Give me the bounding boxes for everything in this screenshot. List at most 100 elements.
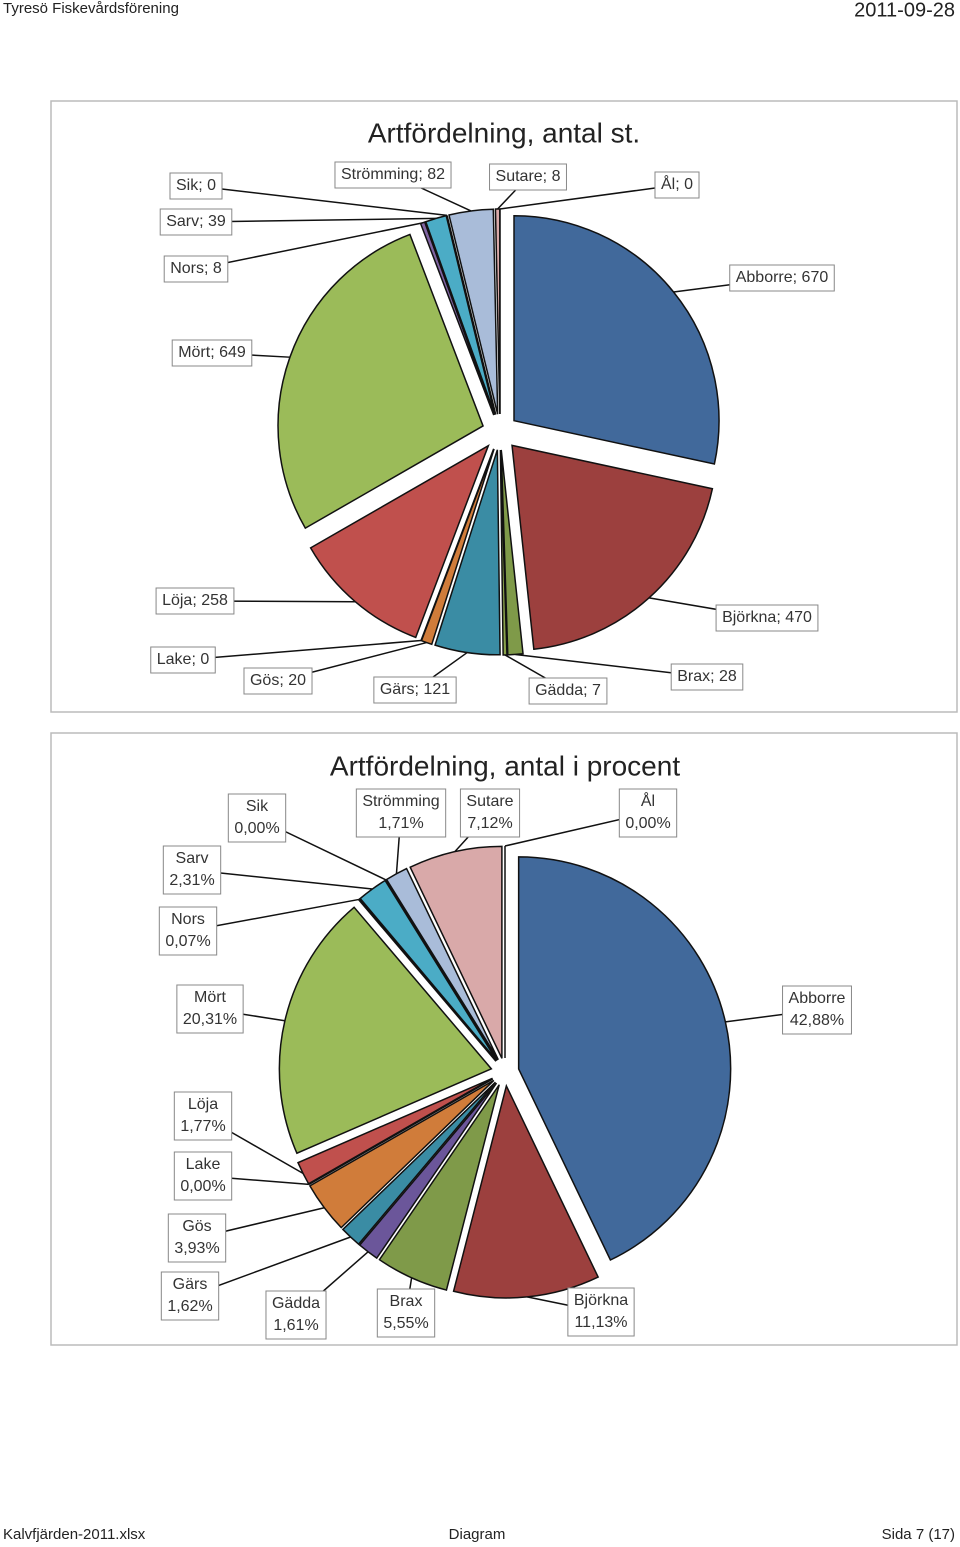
- label-box: [162, 845, 222, 895]
- header-right: 2011-09-28: [854, 0, 955, 21]
- category-label: Sik: [246, 798, 269, 815]
- category-label: Gädda: [272, 1295, 320, 1312]
- pie-slice: [341, 1081, 497, 1246]
- category-label: Abborre: [789, 990, 846, 1007]
- pie-slice: [308, 1079, 495, 1229]
- data-label: Lake 0,00%: [173, 1151, 233, 1201]
- value-label: Strömming; 82: [341, 166, 445, 183]
- label-box: [376, 1288, 436, 1338]
- category-label: Gärs: [173, 1276, 208, 1293]
- data-label: Gös 3,93%: [167, 1213, 227, 1263]
- data-label: Löja; 258: [155, 587, 235, 615]
- category-label: Mört: [194, 989, 227, 1006]
- data-label: Ål; 0: [654, 171, 700, 199]
- value-label: Mört; 649: [178, 344, 246, 361]
- data-label: Abborre 42,88%: [782, 985, 852, 1035]
- data-label: Nors 0,07%: [158, 906, 218, 956]
- value-label: 1,62%: [167, 1298, 212, 1315]
- pie-slice: [419, 221, 495, 416]
- pie-slice: [359, 879, 498, 1062]
- pie-slice: [511, 444, 714, 651]
- value-label: Björkna; 470: [722, 609, 812, 626]
- value-label: Sarv; 39: [166, 213, 226, 230]
- data-label: Ål 0,00%: [618, 788, 678, 838]
- data-label: Sarv; 39: [159, 208, 233, 236]
- pie-slice: [378, 1084, 500, 1291]
- label-box: [160, 1271, 220, 1321]
- value-label: 1,61%: [273, 1317, 318, 1334]
- category-label: Strömming: [362, 793, 439, 810]
- label-box: [169, 172, 223, 200]
- pie-slice: [499, 449, 508, 656]
- label-box: [227, 793, 287, 843]
- label-box: [373, 676, 457, 704]
- label-box: [159, 208, 233, 236]
- pie-slice: [500, 449, 524, 656]
- data-label: Sarv 2,31%: [162, 845, 222, 895]
- label-box: [459, 788, 521, 838]
- pie-slice: [297, 1077, 493, 1185]
- category-label: Lake: [186, 1156, 221, 1173]
- data-label: Björkna; 470: [715, 604, 819, 632]
- leader-line: [195, 217, 436, 223]
- value-label: Gärs; 121: [380, 681, 450, 698]
- label-box: [176, 984, 244, 1034]
- data-label: Mört; 649: [171, 339, 253, 367]
- value-label: 0,00%: [625, 815, 670, 832]
- leader-line: [499, 184, 678, 210]
- category-label: Sutare: [466, 793, 513, 810]
- pie-slice: [358, 1082, 498, 1260]
- label-box: [265, 1290, 327, 1340]
- leader-line: [195, 222, 423, 270]
- pie-slice: [517, 856, 732, 1262]
- value-label: 1,71%: [378, 815, 423, 832]
- value-label: Sutare; 8: [496, 168, 561, 185]
- pie-slice: [434, 449, 501, 656]
- data-label: Brax; 28: [670, 663, 744, 691]
- label-box: [715, 604, 819, 632]
- data-label: Gös; 20: [243, 667, 313, 695]
- pie: [278, 845, 732, 1299]
- data-label: Brax 5,55%: [376, 1288, 436, 1338]
- footer-center: Diagram: [449, 1526, 506, 1543]
- category-label: Ål: [641, 791, 655, 810]
- label-box: [150, 646, 216, 674]
- value-label: Sik; 0: [176, 177, 216, 194]
- label-box: [243, 667, 313, 695]
- value-label: 3,93%: [174, 1240, 219, 1257]
- category-label: Sarv: [176, 850, 209, 867]
- category-label: Gös: [182, 1218, 211, 1235]
- value-label: 0,00%: [234, 820, 279, 837]
- value-label: 5,55%: [383, 1315, 428, 1332]
- pie-slice: [513, 214, 720, 465]
- pie-slice: [385, 879, 499, 1061]
- value-label: 0,00%: [180, 1178, 225, 1195]
- header-left: Tyresö Fiskevårdsförening: [3, 0, 179, 17]
- label-box: [654, 171, 700, 199]
- label-box: [567, 1287, 635, 1337]
- label-box: [782, 985, 852, 1035]
- leader-line: [191, 869, 373, 890]
- value-label: Abborre; 670: [736, 269, 829, 286]
- data-labels: Abborre 42,88% Björkna 11,13% Brax 5,55% Gädda…: [158, 788, 852, 1340]
- category-label: Nors: [171, 911, 205, 928]
- label-box: [173, 1091, 233, 1141]
- category-label: Löja: [188, 1096, 218, 1113]
- value-label: 7,12%: [467, 815, 512, 832]
- value-label: 0,07%: [165, 933, 210, 950]
- data-label: Gädda; 7: [528, 677, 608, 705]
- value-label: Gös; 20: [250, 672, 306, 689]
- value-label: 20,31%: [183, 1011, 237, 1028]
- label-box: [355, 788, 447, 838]
- value-label: 11,13%: [574, 1314, 627, 1331]
- chart-title: Artfördelning, antal i procent: [330, 750, 680, 781]
- label-box: [171, 339, 253, 367]
- label-box: [618, 788, 678, 838]
- label-box: [334, 161, 452, 189]
- data-labels: Abborre; 670 Björkna; 470 Brax; 28 Gädda; 7…: [150, 161, 835, 705]
- category-label: Björkna: [574, 1292, 628, 1309]
- data-label: Sik; 0: [169, 172, 223, 200]
- leader-line: [195, 185, 448, 217]
- label-box: [173, 1151, 233, 1201]
